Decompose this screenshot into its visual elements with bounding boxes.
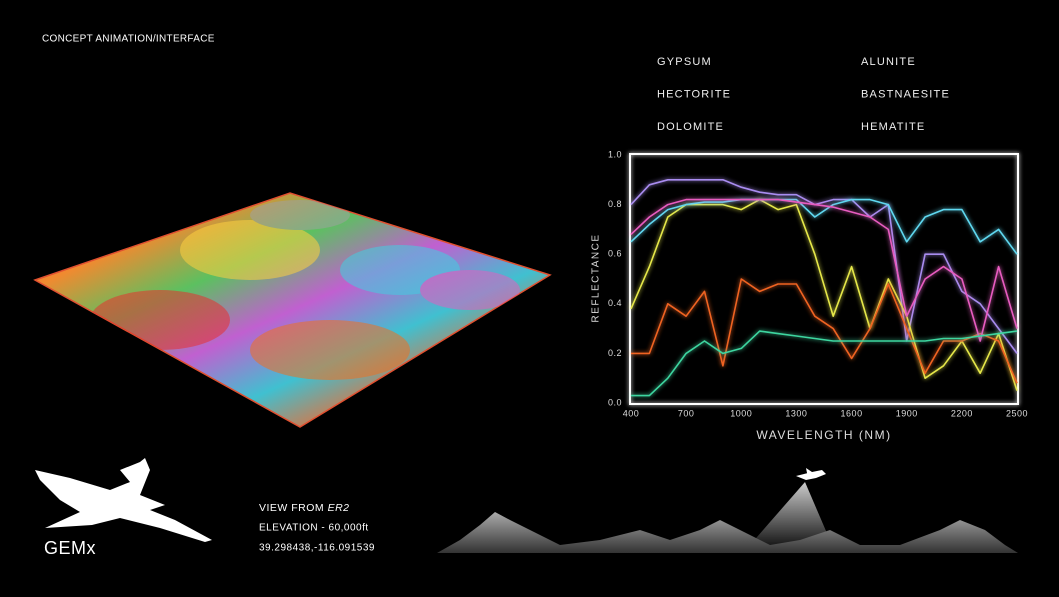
spectrum-line	[630, 198, 1018, 342]
y-tick-label: 0.6	[608, 249, 622, 259]
y-tick-label: 0.0	[608, 397, 622, 407]
x-tick-label: 400	[623, 408, 640, 418]
series-layer	[630, 179, 1018, 397]
plot-border	[629, 153, 1019, 405]
legend-label: BASTNAESITE	[861, 88, 950, 100]
elevation: ELEVATION - 60,000ft	[259, 523, 369, 534]
logo: GEMx	[44, 538, 96, 558]
spectrum-line	[631, 278, 1018, 384]
y-tick-label: 0.2	[608, 348, 622, 358]
x-tick-label: 700	[678, 408, 695, 418]
terrain-profile	[437, 512, 1018, 553]
spectrum-line	[630, 198, 1018, 391]
view-label-text: VIEW FROM	[259, 502, 324, 514]
legend-label: DOLOMITE	[657, 121, 724, 133]
terrain-patch	[250, 200, 350, 230]
view-label: VIEW FROM ER2	[259, 502, 350, 514]
x-tick-label: 1600	[841, 408, 863, 418]
x-tick-label: 2200	[951, 408, 973, 418]
aircraft-silhouette	[35, 458, 212, 542]
legend-label: HECTORITE	[657, 88, 731, 100]
flight-profile	[437, 468, 1018, 553]
sensor-beam	[750, 482, 832, 545]
terrain-patch	[90, 290, 230, 350]
x-axis-title: WAVELENGTH (NM)	[756, 428, 891, 442]
y-axis-title: REFLECTANCE	[591, 233, 602, 322]
y-tick-label: 1.0	[608, 149, 622, 159]
terrain-patch	[420, 270, 520, 310]
legend-label: HEMATITE	[861, 121, 925, 133]
caption: CONCEPT ANIMATION/INTERFACE	[42, 34, 215, 45]
terrain-patch	[180, 220, 320, 280]
y-tick-label: 0.4	[608, 298, 622, 308]
legend-label: GYPSUM	[657, 56, 712, 68]
spectrum-line	[631, 330, 1018, 397]
terrain-patch	[250, 320, 410, 380]
aircraft-name: ER2	[328, 502, 350, 514]
legend-label: ALUNITE	[861, 56, 916, 68]
x-tick-label: 1000	[730, 408, 752, 418]
x-tick-label: 1300	[785, 408, 807, 418]
x-tick-label: 1900	[896, 408, 918, 418]
plane-marker	[796, 468, 826, 480]
x-tick-label: 2500	[1006, 408, 1028, 418]
terrain-map	[33, 192, 552, 428]
chart-frame	[629, 153, 1019, 405]
spectrum-line	[630, 198, 1018, 255]
y-tick-label: 0.8	[608, 199, 622, 209]
coordinates: 39.298438,-116.091539	[259, 543, 375, 554]
aircraft-icon	[35, 458, 212, 542]
